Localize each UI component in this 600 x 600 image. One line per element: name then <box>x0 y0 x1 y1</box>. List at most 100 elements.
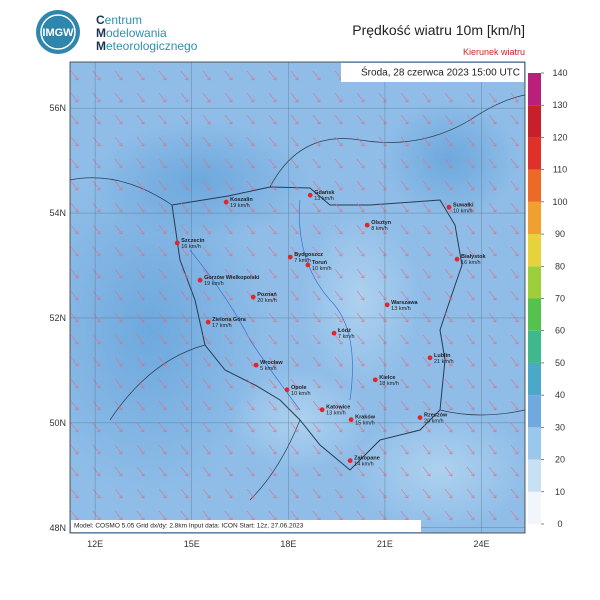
city-name: Poznań <box>257 292 277 298</box>
city-marker <box>372 377 378 383</box>
timestamp-box <box>341 63 524 82</box>
city-name: Katowice <box>326 405 350 411</box>
city-speed: 8 km/h <box>371 226 388 232</box>
colorbar-tick-label: 100 <box>552 197 567 207</box>
colorbar-tick-label: 90 <box>555 229 565 239</box>
city-speed: 7 km/h <box>338 334 355 340</box>
colorbar-segment <box>528 73 541 106</box>
city-marker <box>307 192 313 198</box>
colorbar-tick-label: 10 <box>555 487 565 497</box>
colorbar-tick-label: 0 <box>557 519 562 529</box>
city-name: Łódź <box>338 328 351 334</box>
colorbar-tick-label: 60 <box>555 326 565 336</box>
city-speed: 15 km/h <box>355 421 375 427</box>
colorbar: 0 10 20 30 40 50 60 70 80 90 100 110 120 130 140 <box>528 68 568 529</box>
colorbar-tick-label: 50 <box>555 358 565 368</box>
lat-tick-label: 52N <box>49 313 66 323</box>
city-speed: 21 km/h <box>434 359 454 365</box>
city-name: Opole <box>291 385 307 391</box>
colorbar-segment <box>528 169 541 202</box>
city-speed: 19 km/h <box>204 281 224 287</box>
colorbar-segment <box>528 362 541 396</box>
city-speed: 13 km/h <box>326 411 346 417</box>
city-speed: 5 km/h <box>260 366 277 372</box>
city-name: Lublin <box>434 353 451 359</box>
colorbar-tick-label: 120 <box>552 132 567 142</box>
city-name: Wrocław <box>260 360 283 366</box>
colorbar-segment <box>528 459 541 492</box>
colorbar-segment <box>528 266 541 299</box>
city-name: Koszalin <box>230 197 253 203</box>
map-frame <box>69 61 526 534</box>
city-name: Kraków <box>355 415 376 421</box>
city-marker <box>305 262 311 268</box>
city-marker <box>384 302 390 308</box>
city-name: Białystok <box>461 254 486 260</box>
city-marker <box>331 330 337 336</box>
city-name: Gorzów Wielkopolski <box>204 275 260 281</box>
lon-tick-label: 18E <box>280 539 296 549</box>
city-speed: 13 km/h <box>391 306 411 312</box>
title: Prędkość wiatru 10m [km/h] <box>352 22 525 38</box>
model-info: Model: COSMO 5.05 Grid dx/dy: 2.8km Inpu… <box>74 523 304 530</box>
colorbar-tick-label: 110 <box>553 165 567 175</box>
city-name: Bydgoszcz <box>294 252 323 258</box>
city-name: Toruń <box>312 260 328 266</box>
lat-tick-label: 48N <box>49 523 66 533</box>
lat-tick-label: 50N <box>49 418 66 428</box>
colorbar-tick-label: 20 <box>555 455 565 465</box>
city-name: Suwałki <box>453 202 474 208</box>
logo <box>36 10 80 54</box>
colorbar-tick-label: 40 <box>555 390 565 400</box>
city-marker <box>454 256 460 262</box>
colorbar-tick-label: 130 <box>552 100 567 110</box>
graticule: 12E 15E 18E 21E 24E 56N 54N 52N 50N 48N <box>49 62 525 549</box>
city-speed: 17 km/h <box>212 323 232 329</box>
city-marker <box>253 362 259 368</box>
lat-tick-label: 54N <box>49 208 66 218</box>
lon-tick-label: 12E <box>87 539 103 549</box>
city-name: Warszawa <box>391 300 418 306</box>
city-speed: 20 km/h <box>257 298 277 304</box>
lon-tick-label: 15E <box>184 539 200 549</box>
city-speed: 16 km/h <box>181 244 201 250</box>
map-field <box>70 62 525 533</box>
city-name: Kielce <box>379 375 395 381</box>
city-marker <box>284 387 290 393</box>
city-marker <box>348 417 354 423</box>
city-marker <box>174 240 180 246</box>
lat-tick-label: 56N <box>49 103 66 113</box>
colorbar-segment <box>528 137 541 170</box>
org-name: Modelowania <box>96 26 167 40</box>
org-name: Meteorologicznego <box>96 39 198 53</box>
city-marker <box>250 294 256 300</box>
city-speed: 10 km/h <box>453 208 473 214</box>
colorbar-tick-label: 70 <box>555 294 565 304</box>
colorbar-tick-label: 30 <box>555 422 565 432</box>
city-speed: 10 km/h <box>291 391 311 397</box>
colorbar-segment <box>528 330 541 363</box>
city-marker <box>364 222 370 228</box>
logo-ring <box>40 14 76 50</box>
city-name: Zakopane <box>354 456 380 462</box>
colorbar-segment <box>528 234 541 267</box>
lon-tick-label: 21E <box>377 539 393 549</box>
colorbar-segment <box>528 427 541 460</box>
timestamp: Środa, 28 czerwca 2023 15:00 UTC <box>361 66 520 79</box>
city-marker <box>197 277 203 283</box>
colorbar-segment <box>528 395 541 428</box>
city-marker <box>417 415 423 421</box>
city-name: Olsztyn <box>371 220 392 226</box>
city-name: Szczecin <box>181 238 205 244</box>
footer-box <box>71 520 421 532</box>
city-speed: 10 km/h <box>312 266 332 272</box>
city-marker <box>347 458 353 464</box>
colorbar-segment <box>528 491 541 524</box>
city-speed: 19 km/h <box>230 203 250 209</box>
subtitle: Kierunek wiatru <box>463 47 525 57</box>
colorbar-segment <box>528 105 541 138</box>
city-speed: 13 km/h <box>314 196 334 202</box>
city-marker <box>427 355 433 361</box>
